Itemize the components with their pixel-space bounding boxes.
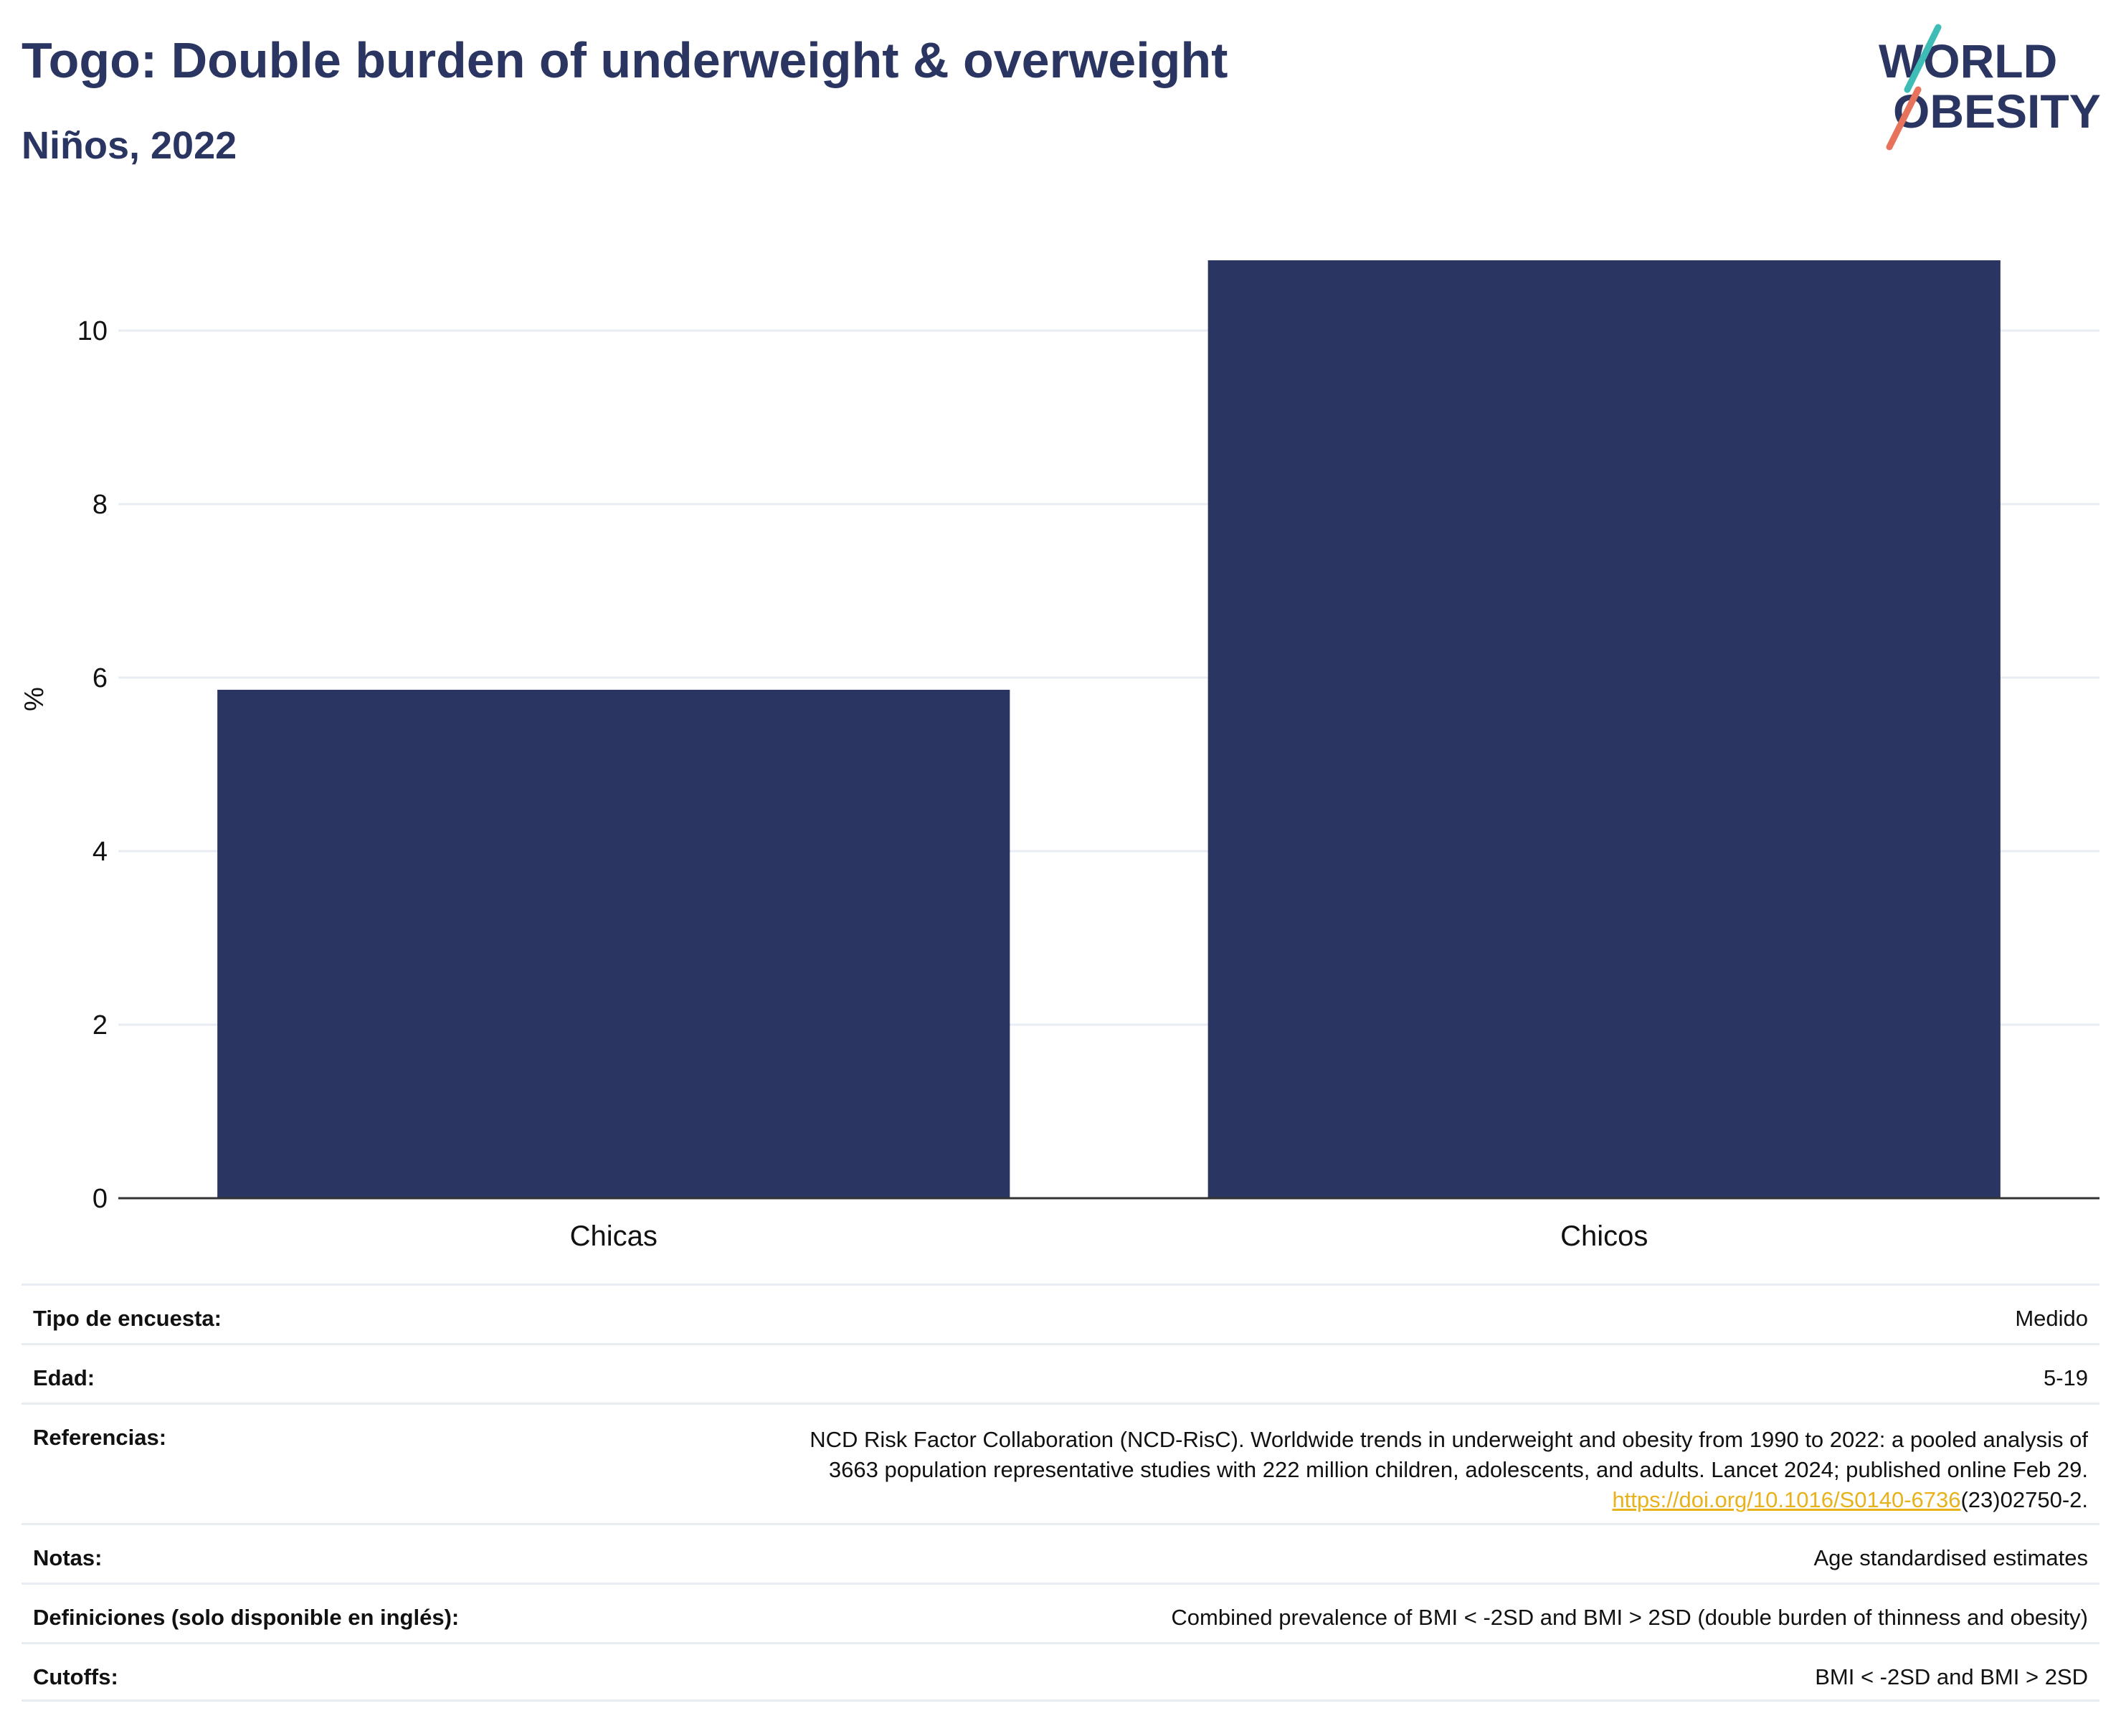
meta-label: Edad: — [33, 1365, 95, 1390]
y-tick-label: 10 — [77, 316, 108, 346]
meta-value: Medido — [2015, 1306, 2088, 1331]
chart-subtitle: Niños, 2022 — [22, 124, 237, 167]
meta-label: Notas: — [33, 1545, 103, 1570]
meta-label: Referencias: — [33, 1425, 167, 1450]
reference-line-1: NCD Risk Factor Collaboration (NCD-RisC)… — [810, 1427, 2088, 1452]
bar-chicos — [1207, 260, 2001, 1198]
meta-row-notes: Notas: Age standardised estimates — [22, 1523, 2099, 1583]
y-tick-label: 6 — [92, 663, 108, 693]
bar-chart: 0 2 4 6 8 10 Chicas Chicos % — [19, 260, 2099, 1252]
meta-row-cutoffs: Cutoffs: BMI < -2SD and BMI > 2SD — [22, 1642, 2099, 1702]
svg-text:WORLD: WORLD — [1879, 34, 2057, 87]
bars — [217, 260, 2001, 1198]
metadata-table: Tipo de encuesta: Medido Edad: 5-19 Refe… — [22, 1284, 2099, 1702]
reference-line-2: 3663 population representative studies w… — [828, 1457, 2088, 1482]
x-tick-label: Chicas — [570, 1220, 658, 1252]
meta-row-survey-type: Tipo de encuesta: Medido — [22, 1284, 2099, 1343]
y-axis-ticks: 0 2 4 6 8 10 — [77, 316, 108, 1214]
meta-value: BMI < -2SD and BMI > 2SD — [1815, 1664, 2088, 1689]
y-tick-label: 8 — [92, 490, 108, 520]
y-tick-label: 4 — [92, 837, 108, 867]
meta-row-references: Referencias: NCD Risk Factor Collaborati… — [22, 1403, 2099, 1523]
meta-value: NCD Risk Factor Collaboration (NCD-RisC)… — [810, 1425, 2088, 1515]
bar-chicas — [217, 689, 1010, 1198]
meta-row-age: Edad: 5-19 — [22, 1343, 2099, 1403]
doi-suffix: (23)02750-2. — [1960, 1487, 2088, 1512]
meta-label: Definiciones (solo disponible en inglés)… — [33, 1605, 460, 1630]
x-tick-label: Chicos — [1560, 1220, 1648, 1252]
world-obesity-logo: WORLD OBESITY — [1879, 24, 2101, 151]
meta-label: Tipo de encuesta: — [33, 1306, 222, 1331]
meta-value: Age standardised estimates — [1813, 1545, 2088, 1570]
meta-row-definitions: Definiciones (solo disponible en inglés)… — [22, 1583, 2099, 1642]
meta-value: Combined prevalence of BMI < -2SD and BM… — [1171, 1605, 2088, 1630]
y-tick-label: 2 — [92, 1010, 108, 1040]
svg-text:OBESITY: OBESITY — [1893, 85, 2101, 138]
meta-label: Cutoffs: — [33, 1664, 118, 1689]
y-axis-label: % — [19, 687, 49, 711]
y-tick-label: 0 — [92, 1184, 108, 1214]
meta-value: 5-19 — [2043, 1365, 2088, 1390]
x-axis-ticks: Chicas Chicos — [570, 1220, 1648, 1252]
chart-title: Togo: Double burden of underweight & ove… — [22, 32, 1228, 88]
doi-link[interactable]: https://doi.org/10.1016/S0140-6736 — [1612, 1487, 1961, 1512]
